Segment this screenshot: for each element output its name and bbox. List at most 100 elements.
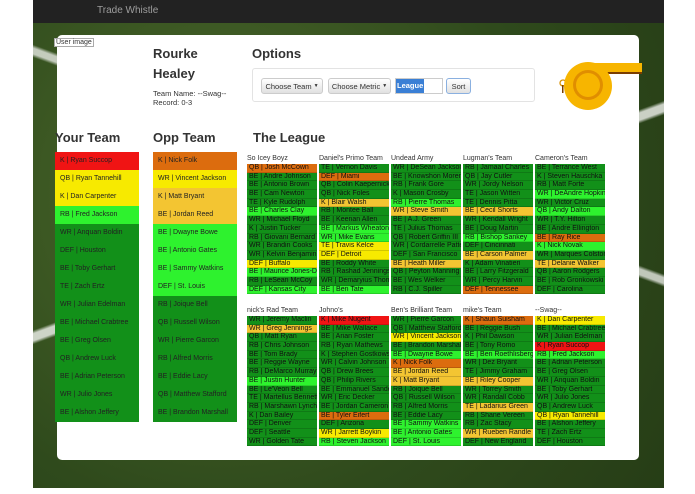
- league-player-row[interactable]: WR | T.Y. Hilton: [535, 216, 605, 225]
- league-player-row[interactable]: BE | Tom Brady: [247, 350, 317, 360]
- league-player-row[interactable]: WR | Kelvin Benjamin: [247, 250, 317, 260]
- league-player-row[interactable]: K | Nick Novak: [535, 242, 605, 251]
- league-player-row[interactable]: BE | Alshon Jeffery: [535, 420, 605, 429]
- player-row[interactable]: DEF | Houston: [55, 242, 139, 260]
- league-player-row[interactable]: RB | Giovani Bernard: [247, 233, 317, 243]
- player-row[interactable]: BE | Brandon Marshall: [153, 404, 237, 422]
- league-player-row[interactable]: DEF | Detroit: [319, 250, 389, 260]
- league-player-row[interactable]: BE | Mike Wallace: [319, 324, 389, 334]
- league-player-row[interactable]: K | Steven Hauschka: [535, 172, 605, 182]
- league-player-row[interactable]: BE | Reggie Wayne: [247, 359, 317, 369]
- league-player-row[interactable]: BE | Knowshon Moreno: [391, 172, 461, 182]
- league-player-row[interactable]: BE | Ray Rice: [535, 233, 605, 243]
- league-player-row[interactable]: QB | Drew Brees: [319, 368, 389, 377]
- league-player-row[interactable]: K | Ryan Succop: [535, 342, 605, 351]
- league-player-row[interactable]: WR | Victor Cruz: [535, 198, 605, 208]
- league-player-row[interactable]: BE | Justin Hunter: [247, 376, 317, 386]
- league-player-row[interactable]: RB | Montee Ball: [319, 207, 389, 217]
- league-player-row[interactable]: QB | Robert Griffin III: [391, 233, 461, 243]
- league-player-row[interactable]: DEF | Buffalo: [247, 259, 317, 269]
- league-player-row[interactable]: BE | Terrance West: [535, 164, 605, 173]
- league-player-row[interactable]: DEF | Houston: [535, 437, 605, 447]
- league-player-row[interactable]: TE | Jimmy Graham: [463, 368, 533, 377]
- league-player-row[interactable]: BE | Toby Gerhart: [535, 385, 605, 395]
- league-player-row[interactable]: DEF | New England: [463, 437, 533, 447]
- league-player-row[interactable]: K | Dan Carpenter: [535, 316, 605, 325]
- league-player-row[interactable]: BE | Tony Romo: [463, 342, 533, 351]
- league-player-row[interactable]: RB | Rashad Jennings: [319, 268, 389, 277]
- league-player-row[interactable]: WR | Dez Bryant: [463, 359, 533, 369]
- league-player-row[interactable]: DEF | Seattle: [247, 428, 317, 438]
- player-row[interactable]: RB | Alfred Morris: [153, 350, 237, 368]
- league-player-row[interactable]: DEF | San Francisco: [391, 250, 461, 260]
- league-player-row[interactable]: RB | Alfred Morris: [391, 402, 461, 412]
- player-row[interactable]: WR | Julian Edelman: [55, 296, 139, 314]
- league-player-row[interactable]: QB | Aaron Rodgers: [535, 268, 605, 277]
- league-player-row[interactable]: WR | Demaryius Thomas: [319, 276, 389, 286]
- league-player-row[interactable]: DEF | Kansas City: [247, 285, 317, 295]
- league-player-row[interactable]: TE | Delanie Walker: [535, 259, 605, 269]
- league-player-row[interactable]: BE | Heath Miller: [391, 259, 461, 269]
- league-player-row[interactable]: WR | Golden Tate: [247, 437, 317, 447]
- league-player-row[interactable]: RB | Bishop Sankey: [463, 233, 533, 243]
- league-player-row[interactable]: RB | C.J. Spiller: [391, 285, 461, 295]
- league-player-row[interactable]: RB | Steven Jackson: [319, 437, 389, 447]
- league-player-row[interactable]: DEF | Carolina: [535, 285, 605, 295]
- league-player-row[interactable]: BE | Reggie Bush: [463, 324, 533, 334]
- league-player-row[interactable]: BE | Ben Roethlisberger: [463, 350, 533, 360]
- league-player-row[interactable]: BE | Doug Martin: [463, 224, 533, 234]
- brand-link[interactable]: Trade Whistle: [97, 5, 159, 16]
- league-player-row[interactable]: K | Adam Vinatieri: [463, 259, 533, 269]
- player-row[interactable]: K | Dan Carpenter: [55, 188, 139, 206]
- league-player-row[interactable]: TE | Kyle Rudolph: [247, 198, 317, 208]
- league-player-row[interactable]: BE | Arian Foster: [319, 333, 389, 343]
- league-player-row[interactable]: BE | Sammy Watkins: [391, 420, 461, 429]
- league-player-row[interactable]: TE | Zach Ertz: [535, 428, 605, 438]
- league-player-row[interactable]: WR | Vincent Jackson: [391, 333, 461, 343]
- player-row[interactable]: WR | Julio Jones: [55, 386, 139, 404]
- league-player-row[interactable]: TE | Jason Witten: [463, 190, 533, 199]
- league-player-row[interactable]: RB | Joique Bell: [391, 385, 461, 395]
- league-player-row[interactable]: WR | Randall Cobb: [463, 394, 533, 403]
- player-row[interactable]: TE | Zach Ertz: [55, 278, 139, 296]
- league-player-row[interactable]: RB | Ryan Mathews: [319, 342, 389, 351]
- player-row[interactable]: BE | Adrian Peterson: [55, 368, 139, 386]
- league-player-row[interactable]: K | Dan Bailey: [247, 411, 317, 421]
- league-player-row[interactable]: QB | Russell Wilson: [391, 394, 461, 403]
- player-row[interactable]: WR | Anquan Boldin: [55, 224, 139, 242]
- league-player-row[interactable]: TE | Ladarius Green: [463, 402, 533, 412]
- league-player-row[interactable]: BE | Antonio Gates: [391, 428, 461, 438]
- league-player-row[interactable]: RB | DeMarco Murray: [247, 368, 317, 377]
- league-player-row[interactable]: QB | Ryan Tannehill: [535, 411, 605, 421]
- league-player-row[interactable]: WR | Eric Decker: [319, 394, 389, 403]
- league-player-row[interactable]: BE | Greg Olsen: [535, 368, 605, 377]
- league-player-row[interactable]: QB | Philip Rivers: [319, 376, 389, 386]
- league-player-row[interactable]: RB | Marshawn Lynch: [247, 402, 317, 412]
- league-player-row[interactable]: QB | Andrew Luck: [535, 402, 605, 412]
- choose-metric-dropdown[interactable]: Choose Metric ▼: [328, 78, 391, 94]
- league-player-row[interactable]: BE | Emmanuel Sanders: [319, 385, 389, 395]
- league-player-row[interactable]: QB | Josh McCown: [247, 164, 317, 173]
- league-player-row[interactable]: TE | Vernon Davis: [319, 164, 389, 173]
- league-player-row[interactable]: WR | Rueben Randle: [463, 428, 533, 438]
- league-player-row[interactable]: RB | Frank Gore: [391, 181, 461, 191]
- league-player-row[interactable]: BE | Rob Gronkowski: [535, 276, 605, 286]
- league-player-row[interactable]: DEF | Cincinnati: [463, 242, 533, 251]
- league-player-row[interactable]: TE | Travis Kelce: [319, 242, 389, 251]
- league-player-row[interactable]: QB | Andy Dalton: [535, 207, 605, 217]
- league-player-row[interactable]: QB | Colin Kaepernick: [319, 181, 389, 191]
- league-player-row[interactable]: BE | Cecil Shorts: [463, 207, 533, 217]
- league-player-row[interactable]: QB | Peyton Manning: [391, 268, 461, 277]
- league-player-row[interactable]: TE | Dennis Pitta: [463, 198, 533, 208]
- player-row[interactable]: DEF | St. Louis: [153, 278, 237, 296]
- league-player-row[interactable]: RB | Jamaal Charles: [463, 164, 533, 173]
- league-player-row[interactable]: BE | Jordan Cameron: [319, 402, 389, 412]
- league-player-row[interactable]: BE | Michael Crabtree: [535, 324, 605, 334]
- player-row[interactable]: BE | Alshon Jeffery: [55, 404, 139, 422]
- player-row[interactable]: BE | Antonio Gates: [153, 242, 237, 260]
- league-player-row[interactable]: WR | Steve Smith: [391, 207, 461, 217]
- player-row[interactable]: BE | Greg Olsen: [55, 332, 139, 350]
- league-player-row[interactable]: K | Mike Nugent: [319, 316, 389, 325]
- choose-team-dropdown[interactable]: Choose Team ▼: [261, 78, 323, 94]
- league-player-row[interactable]: DEF | Denver: [247, 420, 317, 429]
